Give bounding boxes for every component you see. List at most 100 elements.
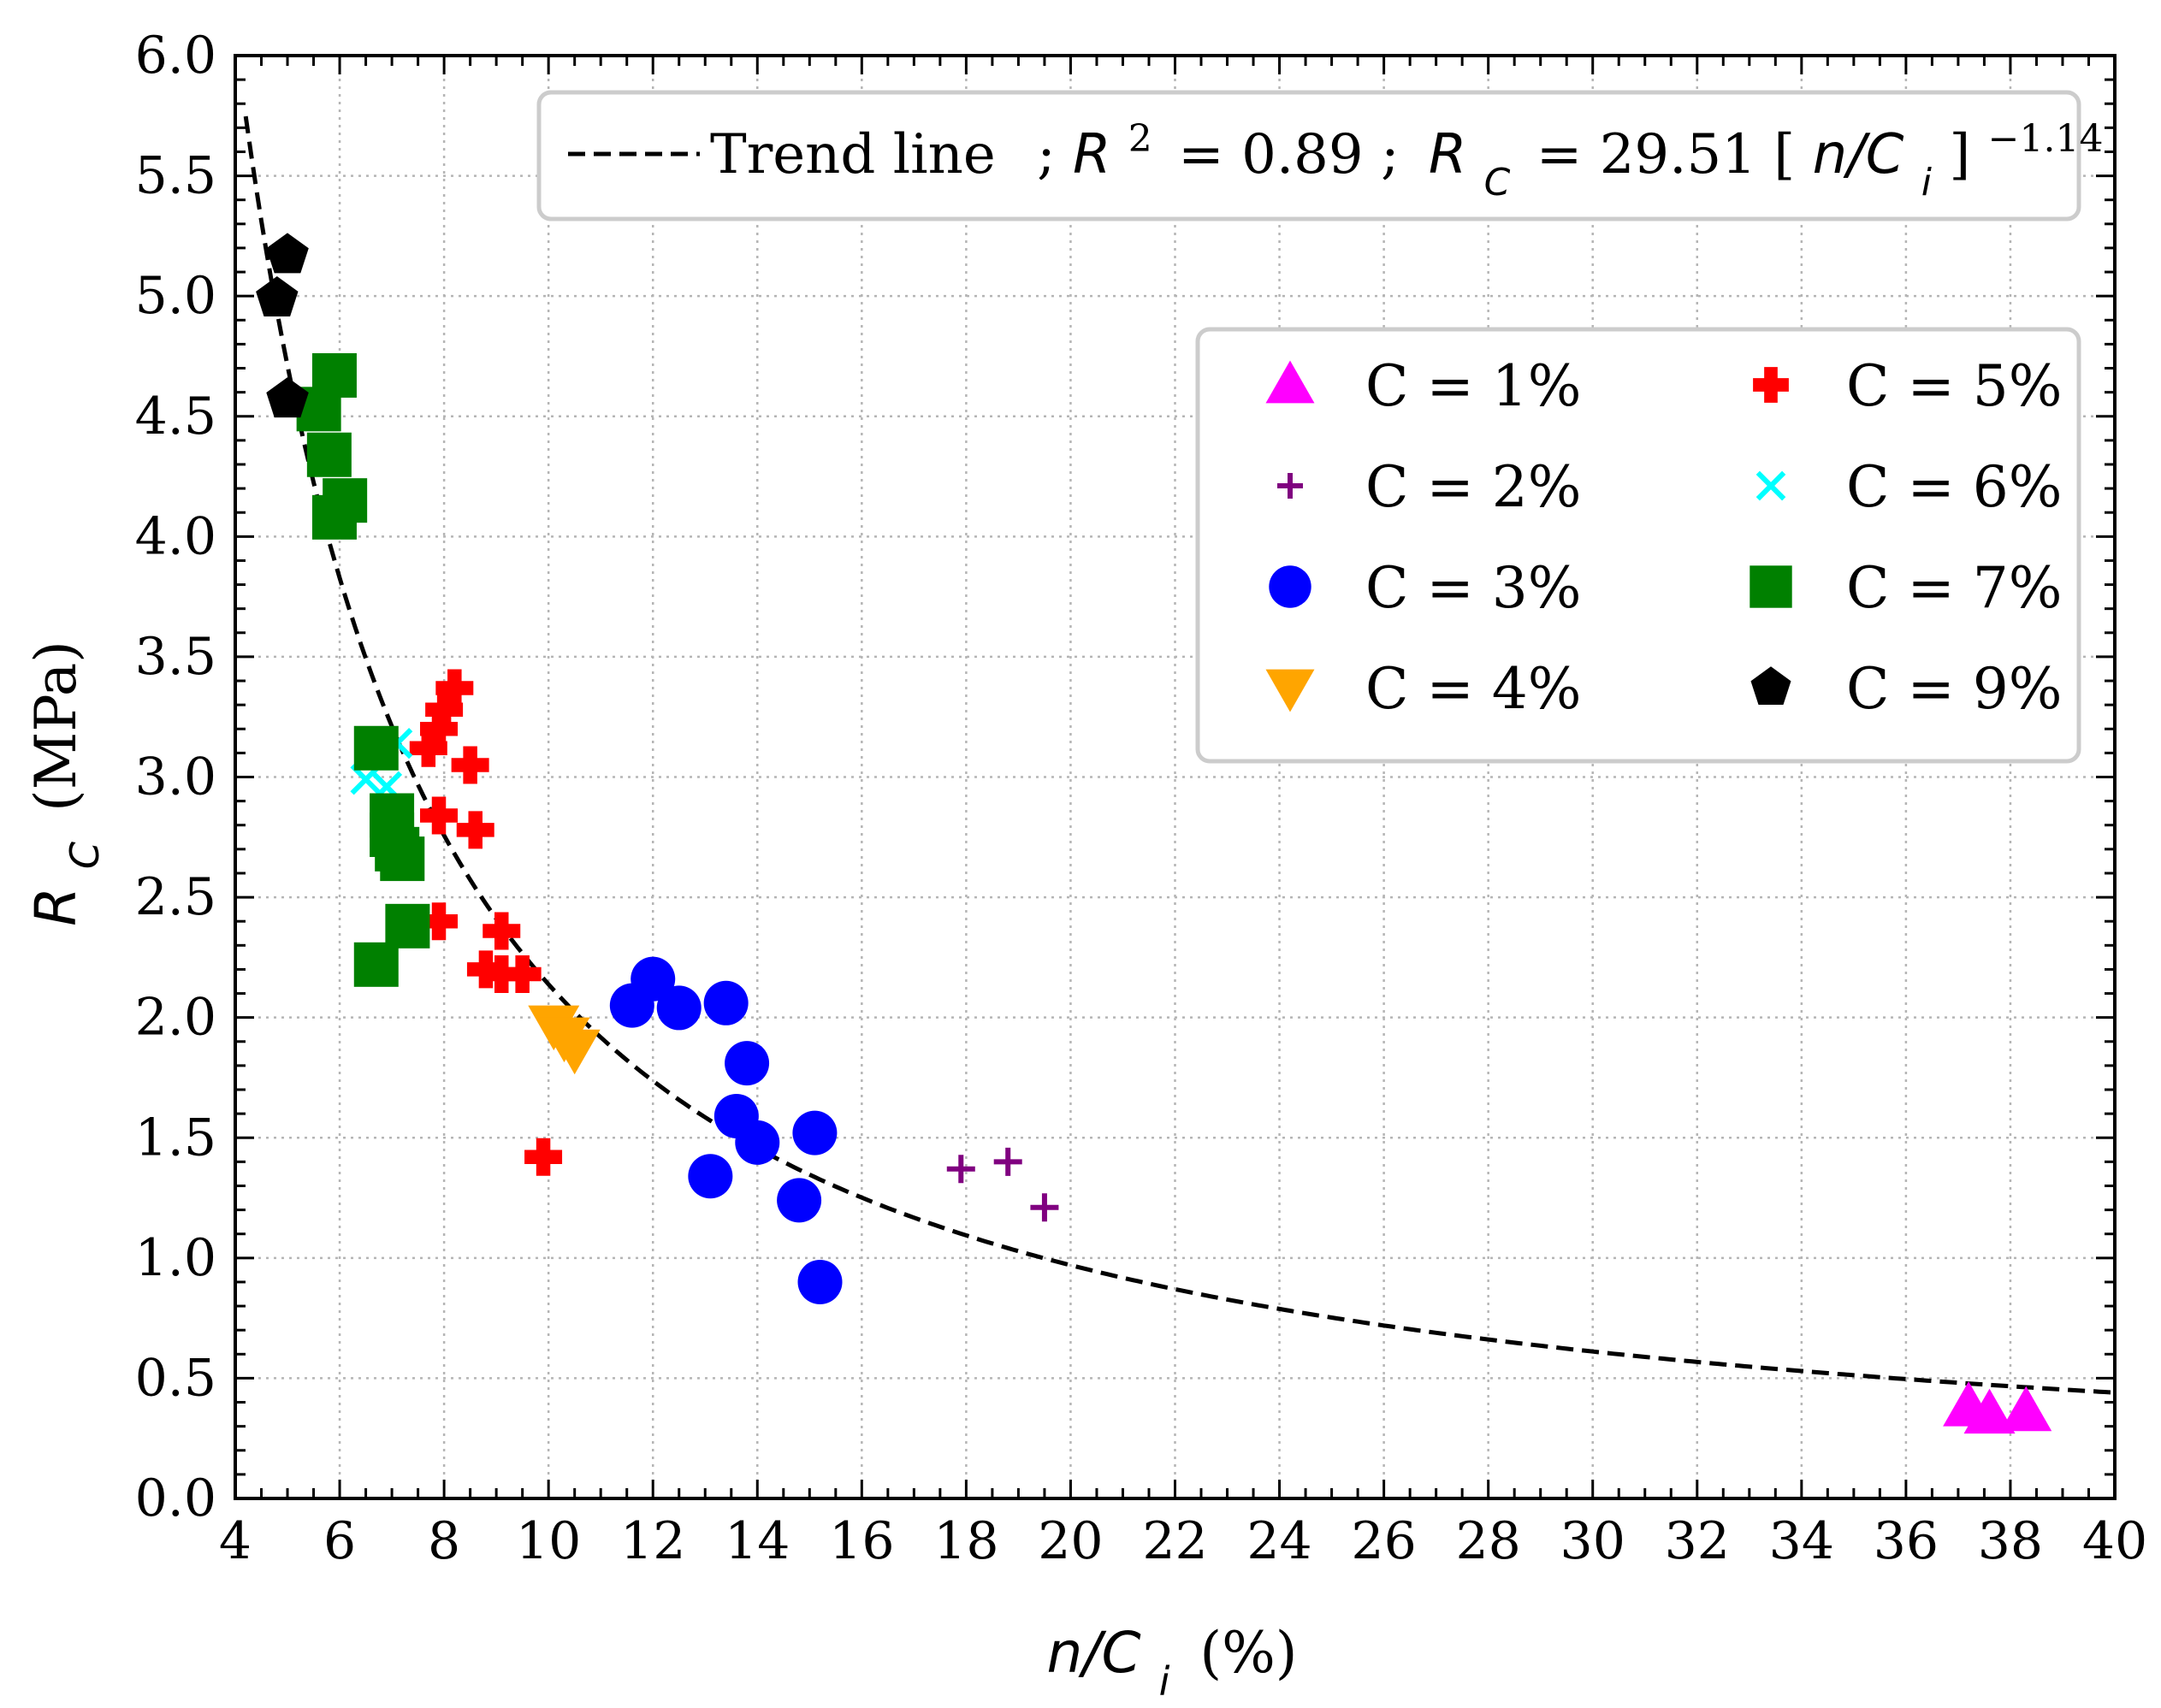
series-C = 2% [946, 1147, 1059, 1222]
x-axis-var: n/C [1046, 1620, 1140, 1686]
legend-marker [1277, 473, 1303, 499]
legend-label: C = 7% [1846, 555, 2062, 621]
y-tick-label: 5.0 [135, 266, 216, 326]
data-point [631, 956, 676, 1002]
x-axis-unit: (%) [1199, 1620, 1297, 1686]
data-point [1030, 1193, 1059, 1222]
data-point [435, 669, 474, 707]
eq-sub: C [1484, 161, 1511, 204]
data-point [777, 1178, 822, 1223]
x-tick-label: 30 [1560, 1511, 1625, 1571]
y-tick-label: 6.0 [135, 26, 216, 86]
x-tick-label: 40 [2082, 1511, 2147, 1571]
data-point [353, 942, 399, 987]
x-tick-label: 24 [1246, 1511, 1311, 1571]
data-point [993, 1147, 1022, 1176]
series-C = 9% [256, 233, 309, 418]
series-C = 5% [409, 669, 563, 1176]
data-point [524, 1138, 563, 1176]
data-point [451, 746, 489, 784]
legend-marker [1265, 360, 1315, 404]
legend-label: C = 1% [1365, 353, 1581, 419]
y-tick-label: 2.5 [135, 867, 216, 927]
y-tick-label: 2.0 [135, 988, 216, 1048]
series-legend-box [1195, 327, 2081, 764]
data-point [385, 903, 430, 949]
x-tick-label: 4 [219, 1511, 252, 1571]
legend-marker [1753, 367, 1789, 403]
x-tick-label: 8 [428, 1511, 460, 1571]
data-point [266, 233, 309, 274]
legend-label: C = 5% [1846, 353, 2062, 419]
series-C = 1% [1943, 1381, 2052, 1434]
y-axis-title: R C (MPa) [23, 641, 108, 926]
x-tick-label: 26 [1351, 1511, 1416, 1571]
data-point [725, 1041, 770, 1086]
legend-label: C = 4% [1365, 656, 1581, 722]
y-axis-var: R [23, 887, 89, 926]
data-point [256, 276, 299, 316]
legend-label: C = 6% [1846, 454, 2062, 520]
legend-label: C = 9% [1846, 656, 2062, 722]
eq-inner-var: n/C [1813, 123, 1904, 186]
legend-label: C = 3% [1365, 555, 1581, 621]
legend-marker [1265, 669, 1315, 712]
y-axis-sub: C [62, 842, 108, 869]
data-point [306, 432, 352, 477]
trend-line [243, 115, 2116, 1395]
legend-label: C = 2% [1365, 454, 1581, 520]
x-tick-label: 18 [933, 1511, 998, 1571]
data-point [420, 796, 459, 835]
axes-layer: 4 6 8 10 12 14 16 18 20 22 24 26 28 30 32 34 36 38 40 0.0 0.… [135, 26, 2148, 1571]
data-point [792, 1110, 838, 1155]
data-point [2000, 1386, 2052, 1432]
data-point [266, 377, 309, 418]
data-point [483, 912, 521, 950]
x-axis-sub: i [1159, 1658, 1170, 1705]
x-tick-label: 12 [620, 1511, 685, 1571]
points-layer [256, 233, 2052, 1434]
data-point [548, 1029, 601, 1075]
trend-label: Trend line [710, 123, 996, 186]
y-axis-unit: (MPa) [23, 641, 89, 812]
r2-exp: 2 [1128, 117, 1152, 161]
eq-inner-sub: i [1921, 161, 1933, 204]
eq-var: R [1429, 123, 1466, 186]
x-tick-label: 22 [1142, 1511, 1207, 1571]
trend-legend-text: Trend line ; R 2 = 0.89 ; R C = 29.51 [ … [710, 117, 2103, 204]
data-point [456, 811, 494, 849]
eq-close: ] [1949, 123, 1970, 186]
y-tick-label: 1.0 [135, 1228, 216, 1288]
y-tick-label: 0.5 [135, 1348, 216, 1408]
series-C = 3% [609, 956, 843, 1304]
data-point [503, 955, 542, 994]
data-point [946, 1155, 975, 1184]
x-tick-label: 14 [725, 1511, 790, 1571]
data-point [1963, 1388, 2016, 1434]
y-tick-label: 1.5 [135, 1108, 216, 1167]
x-tick-label: 34 [1769, 1511, 1834, 1571]
x-tick-label: 6 [323, 1511, 356, 1571]
y-tick-label: 5.5 [135, 146, 216, 206]
data-point [797, 1259, 843, 1304]
data-point [353, 725, 399, 771]
y-tick-label: 3.5 [135, 627, 216, 687]
data-point [380, 836, 425, 882]
data-point [703, 980, 749, 1025]
y-tick-label: 4.0 [135, 506, 216, 566]
data-point [656, 985, 702, 1031]
y-tick-label: 3.0 [135, 748, 216, 807]
x-tick-label: 32 [1665, 1511, 1730, 1571]
eq-exp: −1.14 [1988, 117, 2104, 161]
trend-legend-box [536, 90, 2081, 222]
plot-frame [234, 54, 2117, 1500]
data-point [409, 729, 447, 767]
legend-marker [1755, 470, 1786, 501]
legend-marker [1750, 565, 1792, 608]
legend-marker [1750, 666, 1791, 705]
data-point [688, 1154, 733, 1199]
r2-var: R [1073, 123, 1110, 186]
r2-value: = 0.89 ; [1178, 123, 1399, 186]
data-point [735, 1120, 780, 1165]
